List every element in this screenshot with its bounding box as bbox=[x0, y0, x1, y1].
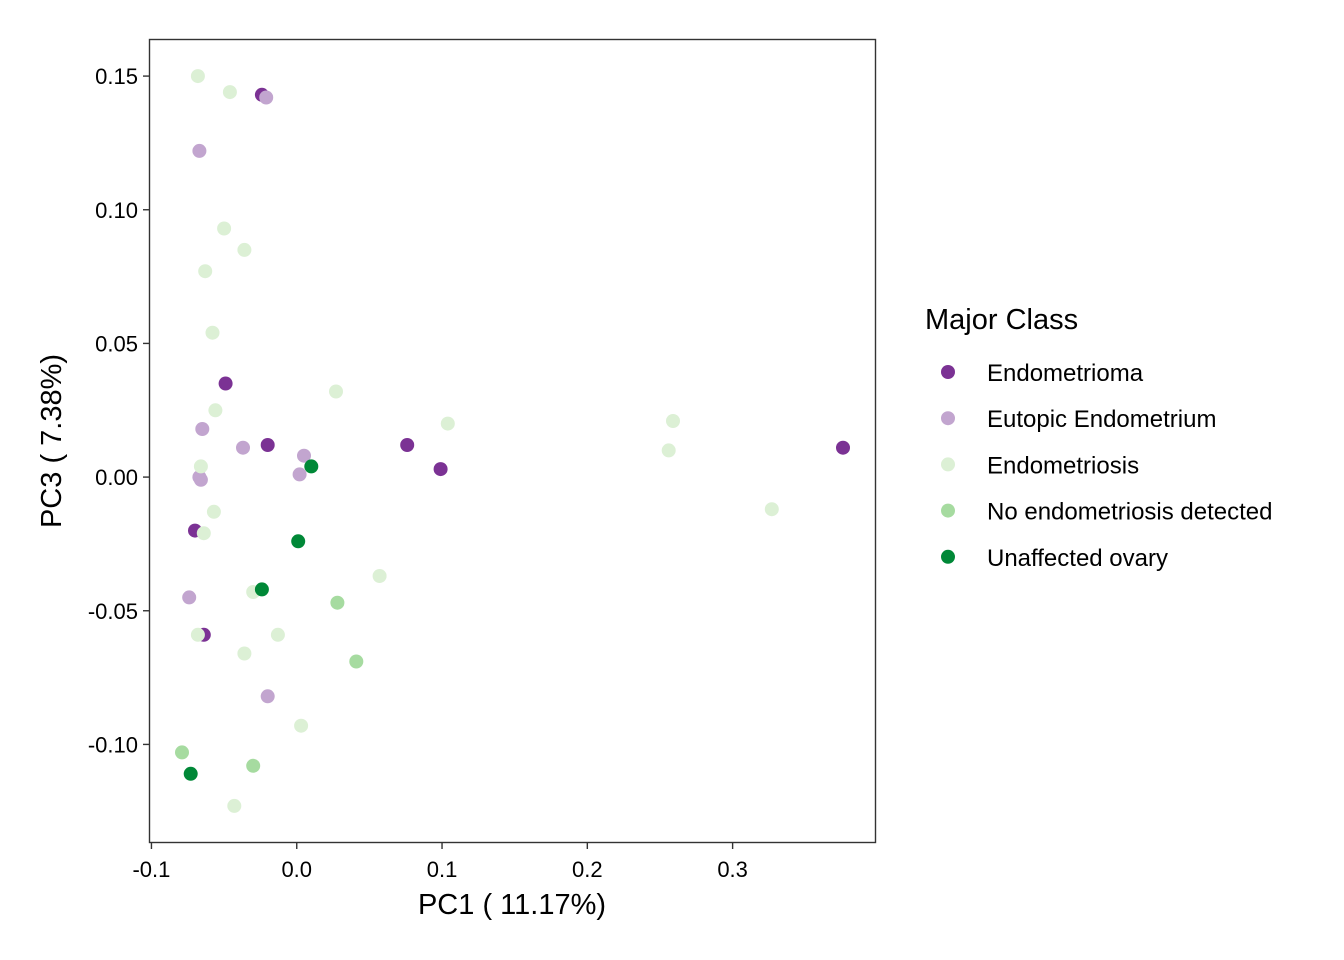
point-series-2-15 bbox=[372, 569, 387, 583]
plot-panel bbox=[148, 38, 877, 844]
x-axis-title: PC1 ( 11.17%) bbox=[418, 889, 606, 921]
legend-title: Major Class bbox=[925, 304, 1078, 336]
point-series-2-20 bbox=[294, 718, 309, 733]
point-series-2-3 bbox=[237, 242, 252, 257]
point-series-2-2 bbox=[217, 221, 232, 236]
point-series-1-8 bbox=[182, 590, 197, 605]
point-series-2-12 bbox=[206, 504, 221, 519]
legend: Major Class Endometrioma Eutopic Endometr… bbox=[925, 304, 1273, 572]
point-series-1-1 bbox=[192, 143, 207, 158]
y-axis-title: PC3 ( 7.38%) bbox=[36, 354, 68, 528]
point-series-2-14 bbox=[764, 502, 779, 517]
x-tick-label: 0.1 bbox=[427, 857, 458, 882]
point-series-0-3 bbox=[400, 438, 415, 452]
point-series-2-0 bbox=[190, 69, 205, 84]
legend-label: Unaffected ovary bbox=[987, 545, 1168, 572]
point-series-0-2 bbox=[260, 438, 275, 452]
point-series-2-21 bbox=[227, 798, 242, 813]
point-series-1-4 bbox=[297, 448, 311, 463]
point-series-2-6 bbox=[329, 384, 343, 399]
point-series-0-1 bbox=[218, 376, 233, 391]
x-axis: -0.1 0.0 0.1 0.2 0.3 bbox=[132, 842, 748, 882]
point-series-2-18 bbox=[270, 627, 285, 642]
point-series-2-8 bbox=[440, 416, 455, 431]
point-series-4-1 bbox=[291, 534, 306, 549]
point-series-1-9 bbox=[260, 689, 275, 704]
y-tick-label: -0.10 bbox=[88, 732, 138, 757]
point-series-4-0 bbox=[304, 459, 319, 474]
point-series-2-7 bbox=[208, 403, 223, 418]
legend-label: Endometrioma bbox=[987, 360, 1144, 387]
point-series-0-4 bbox=[433, 462, 448, 477]
legend-key bbox=[941, 411, 955, 426]
legend-label: No endometriosis detected bbox=[987, 499, 1273, 526]
point-series-3-3 bbox=[246, 758, 261, 773]
x-tick-label: 0.3 bbox=[717, 857, 748, 882]
point-series-3-2 bbox=[175, 745, 189, 760]
legend-key bbox=[941, 503, 955, 518]
point-series-2-5 bbox=[205, 325, 220, 340]
point-series-1-2 bbox=[195, 422, 210, 436]
legend-key bbox=[941, 365, 955, 379]
point-series-1-0 bbox=[259, 90, 274, 105]
point-series-2-1 bbox=[222, 85, 237, 100]
point-series-2-9 bbox=[666, 414, 680, 428]
point-series-4-2 bbox=[254, 582, 269, 597]
y-tick-label: 0.05 bbox=[95, 331, 138, 356]
legend-key bbox=[941, 549, 955, 564]
x-tick-label: 0.0 bbox=[281, 857, 312, 882]
point-series-1-7 bbox=[292, 467, 307, 482]
point-series-2-13 bbox=[196, 526, 211, 541]
legend-label: Endometriosis bbox=[987, 452, 1139, 479]
legend-key bbox=[941, 457, 955, 472]
point-series-2-10 bbox=[661, 443, 676, 458]
legend-label: Eutopic Endometrium bbox=[987, 406, 1216, 433]
x-tick-label: -0.1 bbox=[132, 857, 170, 882]
point-series-1-6 bbox=[193, 472, 208, 487]
y-tick-label: 0.00 bbox=[95, 465, 138, 490]
point-series-2-4 bbox=[198, 264, 213, 279]
point-series-1-3 bbox=[236, 440, 250, 455]
y-tick-label: 0.15 bbox=[95, 64, 138, 89]
x-tick-label: 0.2 bbox=[572, 857, 603, 882]
point-series-0-5 bbox=[836, 440, 850, 455]
point-series-2-17 bbox=[190, 627, 205, 642]
y-tick-label: -0.05 bbox=[88, 599, 138, 624]
point-series-2-19 bbox=[237, 646, 252, 661]
y-axis: 0.15 0.10 0.05 0.00 -0.05 -0.10 bbox=[88, 64, 150, 757]
y-tick-label: 0.10 bbox=[95, 198, 138, 223]
point-series-3-1 bbox=[349, 654, 364, 669]
point-series-4-3 bbox=[183, 766, 198, 781]
point-series-3-0 bbox=[330, 595, 345, 610]
point-series-2-11 bbox=[193, 459, 208, 474]
points-layer bbox=[175, 69, 850, 813]
